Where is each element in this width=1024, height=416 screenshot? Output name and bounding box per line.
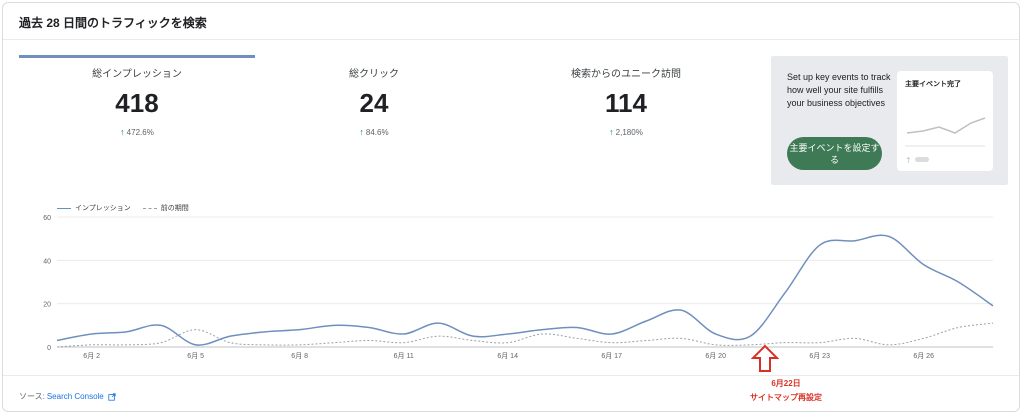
y-tick-label: 40 — [43, 258, 51, 265]
previous-period-series-line — [56, 322, 994, 348]
metric-change-value: 2,180% — [615, 128, 643, 137]
arrow-up-icon: ↑ — [120, 127, 125, 137]
annotation-up-arrow-icon — [751, 344, 779, 372]
metric-clicks[interactable]: 総クリック 24 ↑ 84.6% — [256, 65, 492, 137]
x-tick-label: 6月 14 — [497, 352, 518, 360]
metric-label: 検索からのユニーク訪問 — [571, 69, 681, 80]
metric-label: 総インプレッション — [92, 69, 182, 80]
x-tick-label: 6月 5 — [187, 352, 204, 360]
x-tick-label: 6月 11 — [394, 352, 414, 360]
y-tick-label: 20 — [43, 302, 51, 309]
metric-value: 114 — [605, 88, 647, 118]
mini-card-title: 主要イベント完了 — [905, 81, 961, 88]
x-tick-label: 6月 17 — [601, 352, 622, 360]
legend-previous-label: 前の期間 — [160, 205, 189, 212]
metric-change: ↑ 84.6% — [256, 127, 492, 137]
metric-value: 24 — [359, 88, 389, 118]
x-tick-label: 6月 8 — [291, 352, 308, 360]
annotation-date: 6月22日 — [771, 379, 801, 388]
metric-change: ↑ 472.6% — [19, 127, 255, 137]
arrow-up-icon: ↑ — [359, 127, 364, 137]
selected-metric-indicator — [19, 55, 255, 58]
metric-change-value: 84.6% — [365, 128, 389, 137]
metric-value: 418 — [115, 88, 159, 118]
x-tick-label: 6月 2 — [83, 352, 100, 360]
source-prefix: ソース: — [19, 392, 45, 401]
source-footer: ソース: Search Console — [19, 391, 116, 402]
svg-text:↑: ↑ — [905, 156, 912, 165]
search-traffic-card: 過去 28 日間のトラフィックを検索 総インプレッション 418 ↑ 472.6%… — [2, 2, 1020, 412]
arrow-up-icon: ↑ — [609, 127, 614, 137]
promo-mini-chart-card: 主要イベント完了 ↑ — [897, 71, 993, 171]
metric-change-value: 472.6% — [126, 128, 154, 137]
title-divider — [3, 39, 1019, 40]
legend-dashed-swatch — [142, 207, 157, 209]
chart-legend: インプレッション 前の期間 — [57, 203, 189, 213]
search-console-link[interactable]: Search Console — [46, 392, 104, 401]
setup-key-events-button[interactable]: 主要イベントを設定する — [787, 137, 882, 170]
annotation-note: サイトマップ再設定 — [750, 393, 822, 402]
y-tick-label: 60 — [43, 215, 51, 222]
legend-solid-swatch — [57, 207, 71, 209]
x-tick-label: 6月 23 — [809, 352, 830, 360]
metric-label: 総クリック — [349, 69, 399, 80]
legend-current-label: インプレッション — [75, 205, 131, 212]
card-title: 過去 28 日間のトラフィックを検索 — [19, 16, 207, 30]
key-events-promo: Set up key events to track how well your… — [771, 56, 1008, 185]
mini-chart-graphic: ↑ — [905, 117, 986, 165]
impressions-line-chart[interactable]: 0 20 40 60 6月 2 6月 5 6月 8 6月 11 6月 14 6月 17 6月 20 6… — [33, 209, 1003, 369]
footer-divider — [3, 375, 1019, 376]
metric-change: ↑ 2,180% — [508, 127, 744, 137]
x-tick-label: 6月 26 — [913, 352, 934, 360]
promo-text: Set up key events to track how well your… — [787, 72, 891, 108]
impressions-series-line — [56, 234, 994, 346]
sitemap-annotation: 6月22日 サイトマップ再設定 — [744, 377, 828, 405]
y-tick-label: 0 — [47, 345, 51, 352]
external-link-icon[interactable] — [108, 392, 116, 401]
metric-impressions[interactable]: 総インプレッション 418 ↑ 472.6% — [19, 65, 255, 137]
metric-unique-visits[interactable]: 検索からのユニーク訪問 114 ↑ 2,180% — [508, 65, 744, 137]
x-tick-label: 6月 20 — [705, 352, 726, 360]
